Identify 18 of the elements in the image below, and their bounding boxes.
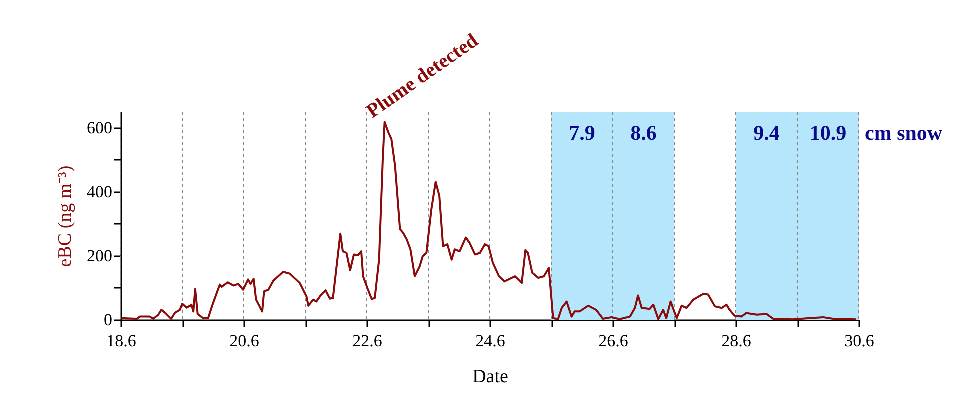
band-label: 10.9 [810, 121, 847, 145]
x-tick-label: 24.6 [476, 332, 506, 350]
x-tick-label: 26.6 [598, 332, 628, 350]
x-tick-label: 28.6 [722, 332, 752, 350]
x-tick-label: 30.6 [844, 332, 874, 350]
x-tick-label: 22.6 [352, 332, 382, 350]
x-axis-title: Date [472, 366, 508, 388]
band-label: 9.4 [754, 121, 780, 145]
band-label: 7.9 [569, 121, 596, 145]
y-tick-label: 600 [87, 118, 112, 138]
y-tick-label: 400 [87, 182, 112, 202]
x-tick-label: 20.6 [230, 332, 260, 350]
text: cm snow [865, 121, 944, 145]
band-label: 8.6 [630, 121, 657, 145]
y-axis-title: eBC (ng m⁻³) [55, 166, 76, 268]
y-tick-label: 0 [104, 310, 112, 330]
x-tick-label: 18.6 [106, 332, 136, 350]
y-tick-label: 200 [87, 246, 112, 266]
